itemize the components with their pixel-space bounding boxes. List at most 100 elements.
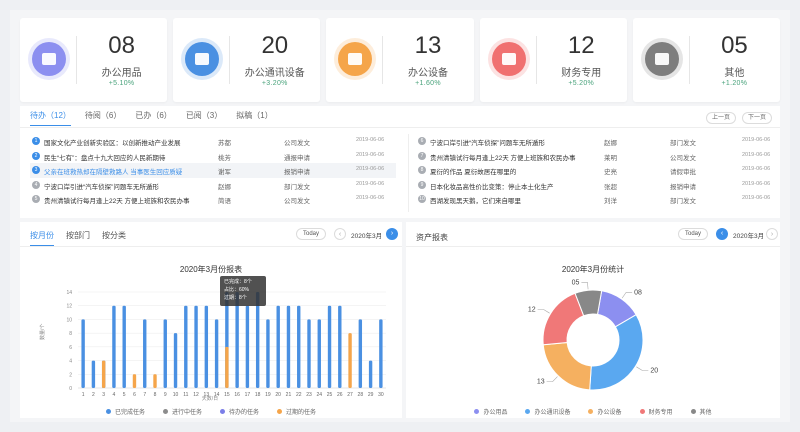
legend-item[interactable]: 进行中任务 — [162, 407, 202, 416]
item-user: 谢军 — [218, 169, 231, 176]
legend-item[interactable]: 办公通讯设备 — [525, 407, 570, 416]
stat-card-finance[interactable]: 12 财务专用 +5.20% — [479, 18, 627, 102]
stat-card-other[interactable]: 05 其他 +1.20% — [632, 18, 781, 102]
list-item[interactable]: 5 贵州清镇试行每月逢上22天 方便上班族和农民办事 简语 公司发文 2019-… — [30, 192, 396, 207]
item-title: 日本化妆品高性价比变策：停止本土化生产 — [430, 183, 554, 191]
item-title: 贵州清镇试行每月逢上22天 方便上班族和农民办事 — [44, 198, 190, 205]
bar — [81, 319, 85, 388]
bar — [368, 360, 373, 388]
item-title: 父亲在班救热却在隔壁救路人 当事医生回应质疑 — [44, 169, 183, 176]
prev-month-button[interactable]: ‹ — [334, 228, 346, 240]
list-item[interactable]: 3 父亲在班救热却在隔壁救路人 当事医生回应质疑 谢军 报销申请 2019-06… — [30, 163, 396, 178]
next-month-button[interactable]: › — [386, 228, 398, 240]
y-tick-label: 2 — [69, 372, 72, 378]
item-type: 通报申请 — [284, 154, 310, 162]
legend-item[interactable]: 办公设备 — [588, 407, 622, 416]
x-tick-label: 13 — [204, 392, 210, 398]
y-tick-label: 10 — [66, 317, 72, 323]
legend-item[interactable]: 已完成任务 — [105, 407, 145, 416]
grid-icon — [644, 42, 679, 76]
item-type: 公司发文 — [670, 154, 696, 162]
x-tick-label: 26 — [337, 392, 343, 398]
stat-value: 08 — [108, 32, 135, 59]
list-item[interactable]: 4 宁波口岸引进“汽车侦探”问题车无所遁形 赵娜 部门发文 2019-06-06 — [30, 178, 396, 193]
tab-read[interactable]: 已阅（3） — [185, 111, 223, 120]
x-tick-label: 8 — [154, 392, 157, 398]
item-number: 10 — [418, 195, 426, 203]
list-item[interactable]: 8 夏衍的作品 夏衍故居在哪里的 史亮 请假审批 2019-06-06 — [416, 163, 782, 178]
donut-chart: 08 20 13 12 05 — [528, 279, 658, 391]
list-item[interactable]: 10 西湖发现黑天鹅，它们来自哪里 刘洋 部门发文 2019-06-06 — [416, 192, 782, 207]
legend-dot — [277, 409, 283, 414]
bar — [214, 319, 219, 388]
item-date: 2019-06-06 — [356, 195, 385, 201]
stat-card-office-equipment[interactable]: 13 办公设备 +1.60% — [326, 18, 474, 102]
report-panel: 按月份 按部门 按分类 Today ‹ 2020年3月 › 2020年3月份报表… — [20, 222, 402, 418]
bar — [184, 305, 188, 388]
item-type: 请假审批 — [670, 169, 696, 176]
today-button[interactable]: Today — [296, 228, 326, 240]
legend-dot — [525, 409, 531, 414]
next-page-button[interactable]: 下一页 — [742, 112, 772, 124]
bar — [338, 305, 342, 388]
item-number: 2 — [32, 151, 40, 160]
divider — [382, 36, 384, 84]
list-item[interactable]: 9 日本化妆品高性价比变策：停止本土化生产 张超 报销申请 2019-06-06 — [416, 178, 782, 193]
x-tick-label: 22 — [296, 392, 302, 398]
item-title: 宁波口岸引进“汽车侦探”问题车无所遁形 — [44, 183, 159, 191]
legend-item[interactable]: 办公用品 — [474, 407, 507, 416]
tab-draft[interactable]: 拟稿（1） — [236, 111, 273, 120]
legend-item[interactable]: 过期的任务 — [277, 407, 316, 416]
legend-item[interactable]: 其他 — [690, 407, 712, 416]
item-type: 部门发文 — [670, 198, 696, 205]
stat-card-office-supplies[interactable]: 08 办公用品 +5.10% — [20, 18, 168, 102]
item-number: 9 — [418, 180, 426, 189]
item-user: 简语 — [218, 198, 231, 205]
list-item[interactable]: 6 宁波口岸引进“汽车侦探”问题车无所遁形 赵娜 部门发文 2019-06-06 — [416, 134, 782, 149]
tab-todo[interactable]: 待办（12） — [30, 110, 71, 126]
legend-label: 进行中任务 — [171, 410, 202, 416]
item-date: 2019-06-06 — [742, 137, 771, 143]
list-item[interactable]: 1 国家文化产业创新实验区：以创新推动产业发展 苏都 公司发文 2019-06-… — [30, 134, 396, 149]
bar — [122, 305, 126, 388]
stat-card-communication-devices[interactable]: 20 办公通讯设备 +3.20% — [173, 18, 321, 102]
next-month-button[interactable]: › — [766, 228, 778, 240]
item-number: 1 — [32, 137, 40, 145]
stat-label: 其他 — [724, 68, 745, 79]
stat-value: 20 — [261, 32, 289, 59]
item-date: 2019-06-06 — [356, 151, 385, 158]
item-title: 宁波口岸引进“汽车侦探”问题车无所遁形 — [430, 140, 545, 147]
y-axis-label: 数量/个 — [39, 324, 46, 340]
tab-by-month[interactable]: 按月份 — [30, 230, 54, 246]
item-date: 2019-06-06 — [356, 166, 385, 172]
tab-by-category[interactable]: 按分类 — [102, 231, 126, 240]
item-title: 贵州清镇试行每月逢上22天 方便上班族和农民办事 — [430, 154, 576, 162]
prev-page-button[interactable]: 上一页 — [706, 112, 736, 124]
bar — [245, 305, 250, 388]
prev-month-button[interactable]: ‹ — [716, 228, 728, 240]
legend-dot — [220, 409, 225, 414]
stat-label: 办公设备 — [408, 68, 448, 79]
bar — [297, 305, 301, 388]
list-item[interactable]: 7 贵州清镇试行每月逢上22天 方便上班族和农民办事 莱明 公司发文 2019-… — [416, 149, 782, 164]
tab-to-read[interactable]: 待阅（6） — [84, 111, 122, 120]
divider — [535, 36, 537, 84]
tab-done[interactable]: 已办（6） — [135, 111, 172, 120]
x-tick-label: 29 — [368, 392, 374, 398]
legend-item[interactable]: 财务专用 — [639, 407, 673, 416]
bar — [317, 319, 321, 388]
stat-change: +3.20% — [261, 80, 288, 87]
today-button[interactable]: Today — [678, 228, 708, 240]
legend-label: 已完成任务 — [114, 410, 145, 416]
tab-by-department[interactable]: 按部门 — [66, 231, 90, 240]
slice-label: 13 — [537, 379, 545, 386]
legend-item[interactable]: 待办的任务 — [220, 407, 259, 416]
item-date: 2019-06-06 — [356, 180, 385, 187]
item-type: 部门发文 — [670, 140, 696, 147]
legend-dot — [474, 409, 480, 414]
list-item[interactable]: 2 民生“七有”：盘点十九大回应的人民新期待 桃芳 通报申请 2019-06-0… — [30, 149, 396, 164]
x-axis-label: 天数/日 — [202, 395, 218, 402]
chart-title: 2020年3月份报表 — [179, 265, 243, 274]
item-type: 报销申请 — [670, 183, 696, 191]
x-tick-label: 2 — [92, 392, 95, 398]
